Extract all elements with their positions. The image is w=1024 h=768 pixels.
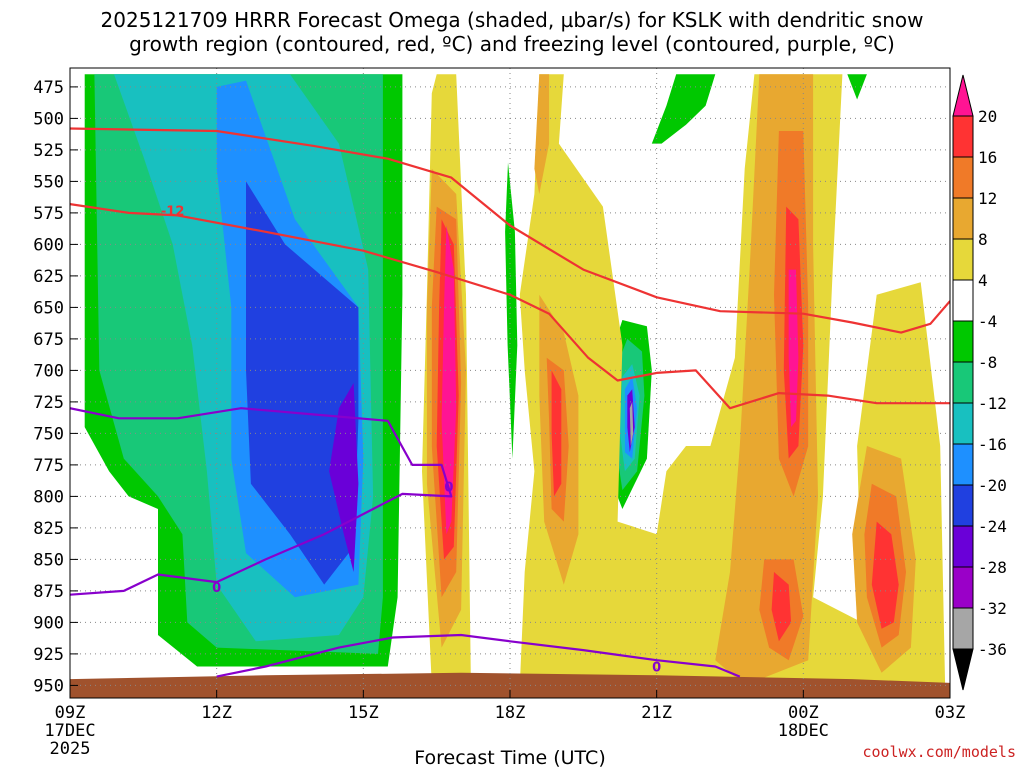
colorbar-label-10: -24 [978, 517, 1007, 536]
x-tick-label-15Z: 15Z [348, 703, 379, 723]
omega-region-ascent-right-broad [519, 74, 946, 686]
freezing-contour-label-2: 0 [444, 480, 453, 495]
colorbar-label-12: -32 [978, 599, 1007, 618]
colorbar-label-7: -12 [978, 394, 1007, 413]
y-tick-label-600: 600 [33, 235, 64, 255]
dgz-contour-top [70, 127, 950, 334]
colorbar-label-13: -36 [978, 640, 1007, 659]
colorbar-bin-5 [952, 279, 974, 322]
y-tick-label-475: 475 [33, 78, 64, 98]
colorbar-label-4: 4 [978, 271, 988, 290]
colorbar-label-9: -20 [978, 476, 1007, 495]
omega-region-descent-thin-18z [505, 162, 518, 459]
dgz-contour-label: -12 [161, 204, 185, 219]
y-tick-label-750: 750 [33, 424, 64, 444]
colorbar-label-11: -28 [978, 558, 1007, 577]
colorbar-bin-9 [952, 443, 974, 486]
x-tick-label-00Z: 00Z [788, 703, 819, 723]
omega-region-ascent-lower-23z-16 [771, 572, 792, 642]
y-tick-label-625: 625 [33, 267, 64, 287]
omega-region-ascent-19z-16 [551, 370, 562, 497]
colorbar-bin-12 [952, 566, 974, 609]
colorbar-bin-6 [952, 320, 974, 363]
y-tick-label-500: 500 [33, 109, 64, 129]
omega-region-descent-column-24 [246, 181, 359, 585]
y-tick-label-725: 725 [33, 393, 64, 413]
y-tick-label-550: 550 [33, 172, 64, 192]
x-axis-title: Forecast Time (UTC) [414, 747, 605, 768]
plot-area: -12 0 0 0 [70, 68, 950, 698]
y-tick-label-775: 775 [33, 456, 64, 476]
omega-region-ascent-16z-20 [441, 225, 457, 535]
colorbar-label-1: 16 [978, 148, 997, 167]
y-axis: 475 500 525 550 575 600 625 650 675 700 725 750 775 8… [33, 78, 78, 696]
colorbar-bin-13 [952, 607, 974, 650]
omega-region-descent-column-28 [329, 383, 359, 572]
omega-region-descent-core-20z-32 [629, 401, 634, 446]
omega-region-ascent-lower-01z-16 [871, 521, 899, 629]
y-tick-label-525: 525 [33, 141, 64, 161]
y-tick-label-575: 575 [33, 204, 64, 224]
omega-region-ascent-19z-8 [534, 74, 550, 194]
y-tick-label-875: 875 [33, 582, 64, 602]
colorbar-bin-7 [952, 361, 974, 404]
colorbar-bin-1 [952, 115, 974, 158]
omega-region-descent-upper-mid [651, 74, 716, 144]
y-tick-label-950: 950 [33, 676, 64, 696]
x-tick-date-00Z: 18DEC [778, 721, 829, 741]
x-tick-label-18Z: 18Z [495, 703, 526, 723]
x-tick-label-21Z: 21Z [641, 703, 672, 723]
x-tick-label-03Z: 03Z [935, 703, 966, 723]
y-tick-label-925: 925 [33, 645, 64, 665]
chart-title-line-2: growth region (contoured, red, ºC) and f… [129, 32, 895, 56]
colorbar-label-5: -4 [978, 312, 997, 331]
colorbar-label-0: 20 [978, 107, 997, 126]
omega-region-ascent-23z-20 [788, 269, 799, 428]
colorbar-bin-8 [952, 402, 974, 445]
freezing-level-contour-upper [70, 407, 453, 596]
dgz-contour-bottom [70, 203, 950, 410]
freezing-level-contour-lower [216, 633, 741, 678]
colorbar-label-3: 8 [978, 230, 988, 249]
colorbar-bin-0 [952, 74, 974, 117]
y-tick-label-800: 800 [33, 487, 64, 507]
chart-title-line-1: 2025121709 HRRR Forecast Omega (shaded, … [100, 8, 924, 32]
colorbar-bin-14 [952, 648, 974, 691]
colorbar: 20 16 12 8 4 -4 -8 -12 -16 -20 -24 -28 -32 -36 [952, 74, 1007, 691]
y-tick-label-675: 675 [33, 330, 64, 350]
colorbar-label-6: -8 [978, 353, 997, 372]
freezing-contour-label-0: 0 [212, 581, 221, 596]
freezing-contour-label-1: 0 [652, 661, 661, 676]
x-tick-year-09Z: 2025 [50, 739, 91, 759]
omega-region-descent-top-right [847, 74, 867, 100]
colorbar-bin-3 [952, 197, 974, 240]
x-tick-label-09Z: 09Z [55, 703, 86, 723]
y-tick-label-700: 700 [33, 361, 64, 381]
x-tick-date-09Z: 17DEC [44, 721, 95, 741]
colorbar-label-2: 12 [978, 189, 997, 208]
colorbar-bin-10 [952, 484, 974, 527]
x-tick-label-12Z: 12Z [201, 703, 232, 723]
colorbar-label-8: -16 [978, 435, 1007, 454]
y-tick-label-650: 650 [33, 298, 64, 318]
y-tick-label-900: 900 [33, 613, 64, 633]
colorbar-bin-2 [952, 156, 974, 199]
colorbar-bin-4 [952, 238, 974, 281]
y-tick-label-850: 850 [33, 550, 64, 570]
y-tick-label-825: 825 [33, 519, 64, 539]
colorbar-bin-11 [952, 525, 974, 568]
credit-text: coolwx.com/models [862, 743, 1016, 761]
